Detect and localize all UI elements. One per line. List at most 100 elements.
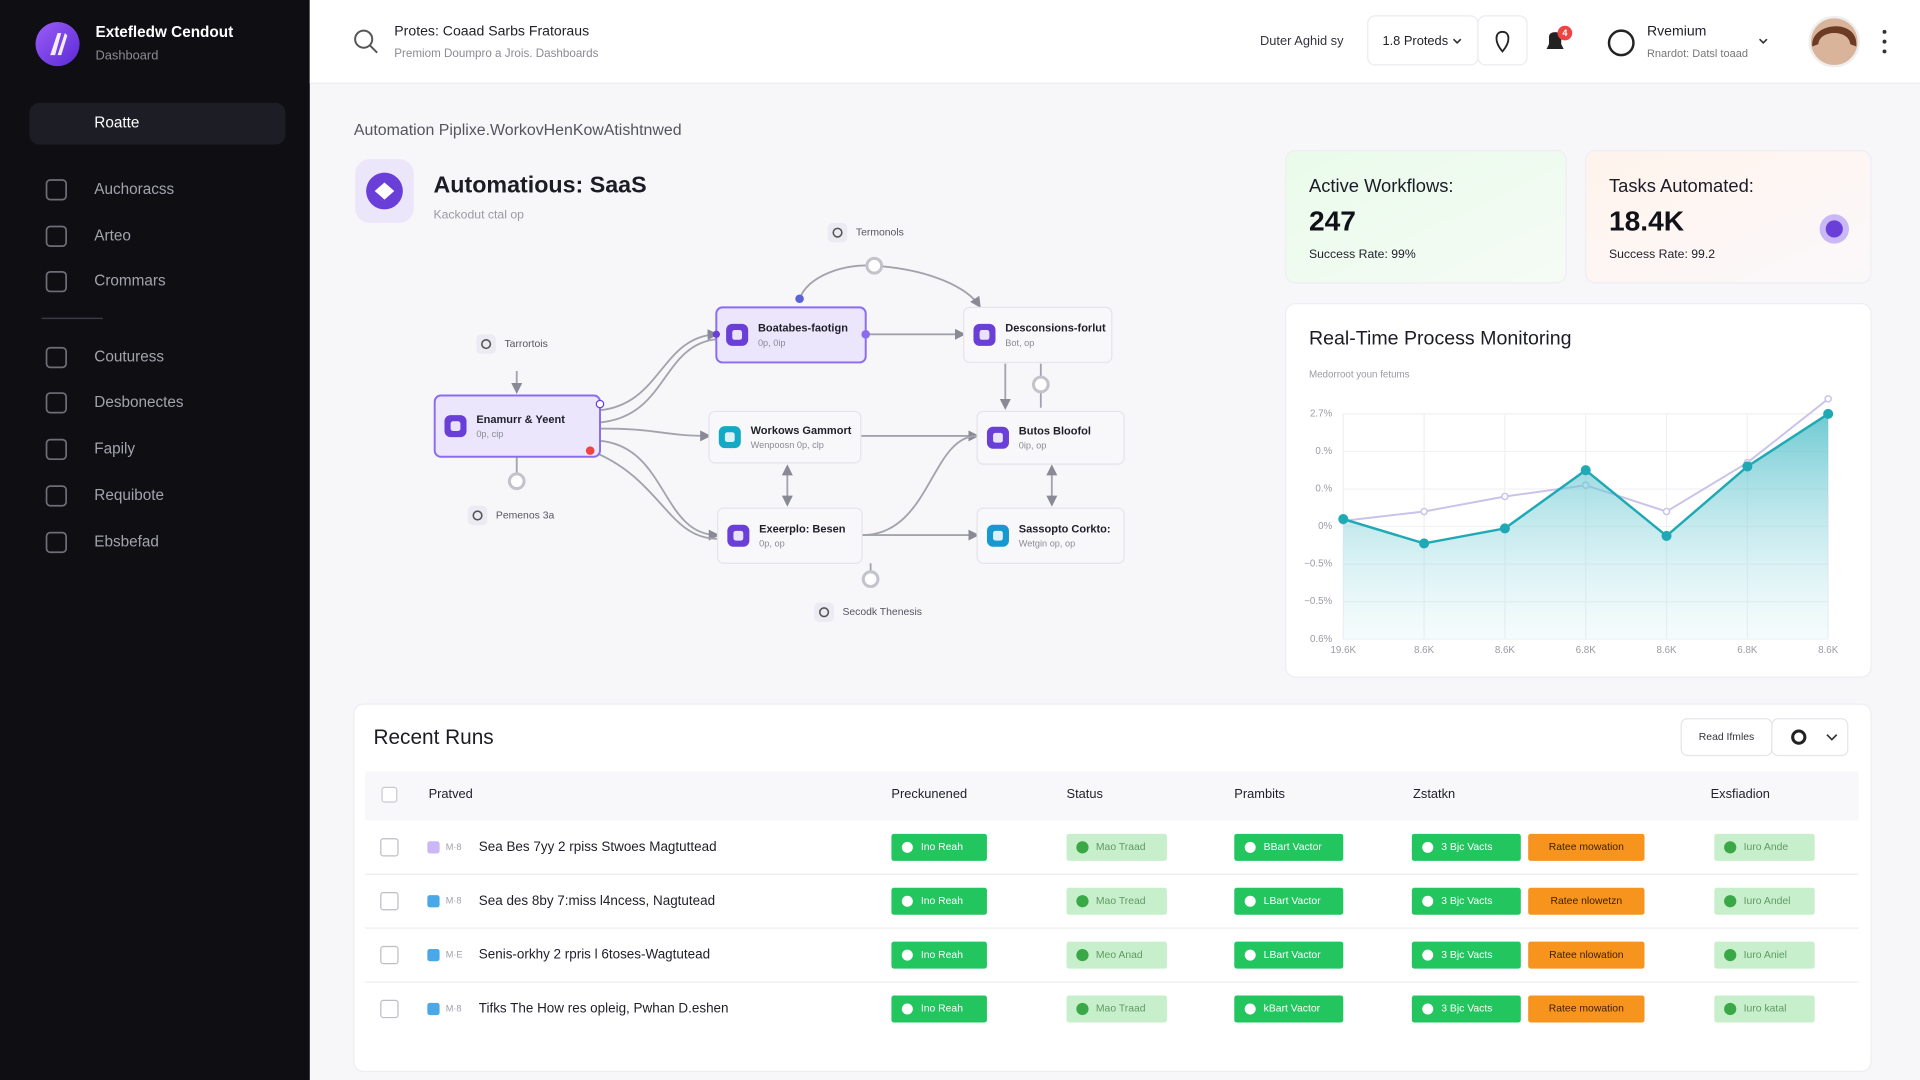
tag-icon-glyph (481, 339, 492, 350)
nav-label[interactable]: Arteo (94, 227, 131, 244)
pill-label: Ino Reah (921, 1004, 963, 1015)
tag-icon-glyph (819, 607, 830, 618)
status-pill (1234, 941, 1344, 969)
location-button[interactable] (1477, 15, 1528, 66)
nav-item[interactable] (45, 270, 67, 293)
nav-label[interactable]: Couturess (94, 349, 164, 366)
brand-logo-glyph (50, 33, 68, 56)
table-settings[interactable] (1771, 718, 1849, 757)
settings-chevron (1826, 734, 1838, 741)
status-pill (1528, 833, 1645, 861)
nav-label[interactable]: Roatte (94, 115, 139, 132)
page-title: Automatious: SaaS (433, 171, 646, 197)
table-row[interactable]: M·8 Sea Bes 7yy 2 rpiss Stwoes Magtuttead… (380, 833, 1815, 861)
nav-item[interactable] (45, 179, 67, 201)
table-row[interactable]: M·E Senis-orkhy 2 rpris l 6toses-Wagtutea… (380, 941, 1815, 969)
x-tick-label: 8.6K (1818, 645, 1839, 656)
nav-label[interactable]: Requibote (94, 487, 164, 504)
workflow-node[interactable]: Boatabes-faotign 0p, 0ip (715, 306, 867, 364)
nav-item[interactable] (45, 225, 67, 247)
nav-icon (45, 225, 67, 247)
nav-item[interactable] (45, 485, 67, 507)
nav-label[interactable]: Crommars (94, 273, 166, 290)
pill-label: Iuro katal (1744, 1004, 1787, 1015)
table-row[interactable]: M·8 Sea des 8by 7:miss l4ncess, Nagtutead… (380, 887, 1815, 915)
nav-label[interactable]: Desbonectes (94, 394, 184, 411)
pill-label: Ratee mowation (1549, 842, 1624, 853)
workflow-tag: Pemenos 3a (496, 510, 555, 521)
status-pill (1714, 887, 1815, 915)
x-tick-label: 8.6K (1656, 645, 1677, 656)
header (309, 0, 1920, 84)
port (585, 446, 595, 455)
settings-icon (1791, 729, 1807, 745)
pill-icon (1076, 895, 1089, 908)
x-tick-label: 6.8K (1737, 645, 1758, 656)
nav-item[interactable] (45, 392, 67, 414)
workflow-node[interactable]: Butos Bloofol 0ip, op (976, 410, 1125, 465)
row-tag: M·8 (446, 1003, 462, 1013)
column-header: Pratved (429, 786, 473, 801)
pill-icon (1724, 1002, 1737, 1016)
point (1501, 492, 1509, 501)
workflow-node[interactable]: Sassopto Corkto: Wetgin op, op (976, 507, 1125, 564)
point (1742, 461, 1753, 472)
table-button-label[interactable]: Read Ifmles (1699, 732, 1754, 743)
search-icon-handle (369, 44, 378, 54)
pill-label: 3 Bjc Vacts (1441, 1004, 1492, 1015)
status-pill (1528, 887, 1645, 915)
dropdown-label[interactable]: 1.8 Proteds (1382, 33, 1448, 48)
stat-note: Success Rate: 99.2 (1609, 247, 1715, 261)
tag-icon-glyph (472, 510, 483, 521)
table-head (364, 771, 1859, 821)
node-sub: Wenpoosn 0p, clp (751, 440, 824, 450)
node-label: Boatabes-faotign (758, 323, 848, 335)
nav-item[interactable] (45, 346, 67, 369)
nav-active-bg[interactable] (29, 102, 286, 145)
pill-icon (900, 840, 915, 855)
row-name: Tifks The How res opleig, Pwhan D.eshen (479, 1001, 729, 1016)
nav-item[interactable] (45, 531, 67, 554)
pill-label: Ino Reah (921, 950, 963, 961)
column-header: Zstatkn (1413, 786, 1455, 801)
nav-icon (45, 485, 67, 507)
head-checkbox (381, 786, 398, 803)
row-checkbox[interactable] (380, 999, 399, 1019)
nav-label[interactable]: Ebsbefad (94, 533, 159, 550)
nav-label[interactable]: Auchoracss (94, 181, 174, 198)
status-pill (1411, 833, 1521, 861)
pill-label: Mao Traad (1096, 1004, 1146, 1015)
status-pill (1066, 887, 1167, 915)
pill-label: Ratee nlowation (1549, 950, 1624, 961)
nav-icon (45, 346, 67, 369)
status-pill (1066, 833, 1167, 861)
row-checkbox[interactable] (380, 945, 399, 965)
status-pill (891, 995, 987, 1023)
workflow-node[interactable]: Workows Gammort Wenpoosn 0p, clp (708, 410, 862, 464)
pill-icon (1724, 948, 1737, 962)
status-pill (891, 833, 987, 861)
pill-icon (1724, 895, 1737, 908)
node-icon-glyph (733, 530, 744, 541)
header-link[interactable]: Duter Aghid sy (1260, 33, 1344, 48)
menu-dot (1882, 29, 1887, 34)
workflow-node[interactable]: Exeerplo: Besen 0p, op (716, 507, 863, 564)
point (1419, 538, 1430, 549)
workflow-node[interactable]: Enamurr & Yeent 0p, cip (433, 394, 601, 458)
row-checkbox[interactable] (380, 838, 399, 857)
node-label: Sassopto Corkto: (1019, 523, 1111, 535)
row-checkbox[interactable] (380, 892, 399, 911)
nav-item[interactable] (45, 438, 67, 461)
user-icon (1607, 29, 1635, 57)
workflow-edge (862, 435, 978, 537)
table-row[interactable]: M·8 Tifks The How res opleig, Pwhan D.esh… (380, 995, 1815, 1023)
nav-label[interactable]: Fapily (94, 440, 135, 457)
port (712, 330, 720, 338)
workflow-edge (599, 329, 719, 412)
workflow-junction (1031, 375, 1050, 394)
workflow-node[interactable]: Desconsions-forlut Bot, op (963, 306, 1113, 364)
status-pill (1714, 833, 1815, 861)
notification-count: 4 (1562, 28, 1568, 38)
point (1661, 530, 1672, 541)
